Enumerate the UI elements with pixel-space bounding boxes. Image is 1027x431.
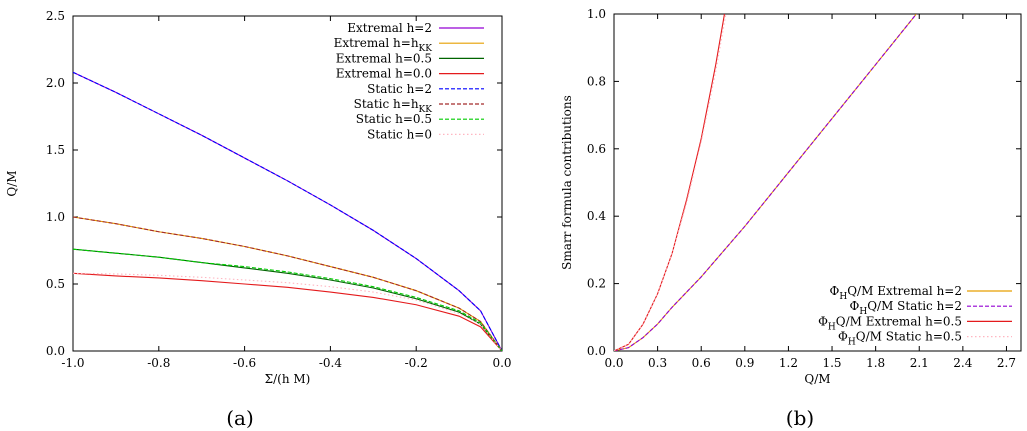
legend-label-0: ΦHQ/M Extremal h=2: [830, 284, 962, 302]
plot-frame: [72, 15, 503, 352]
legend-label-5: Static h=hKK: [354, 97, 433, 115]
y-tick-label: 2.0: [46, 76, 65, 90]
panel-a: -1.0 -0.8 -0.6 -0.4 -0.2 0.0 0.0 0.5 1.0 1.5 2.0 2.…: [5, 9, 512, 430]
legend-label-3: ΦHQ/M Static h=0.5: [838, 330, 962, 348]
series-line-7: [73, 272, 502, 351]
x-tick-label: -0.6: [233, 356, 256, 370]
x-tick-label: 0.9: [735, 356, 754, 370]
y-tick-label: 1.5: [46, 143, 65, 157]
x-tick-label: 0.6: [692, 356, 711, 370]
y-tick-label: 0.5: [46, 277, 65, 291]
y-tick-label: 0.6: [587, 142, 606, 156]
series-line-6: [73, 248, 502, 351]
x-tick-label: -0.8: [147, 356, 170, 370]
legend-label-0: Extremal h=2: [347, 21, 432, 35]
x-tick-label: 0.0: [492, 356, 511, 370]
series-line-3: [614, 14, 727, 351]
series-line-2: [73, 248, 502, 351]
legend-label-1: Extremal h=hKK: [334, 36, 433, 54]
x-tick-label: 2.4: [953, 356, 972, 370]
x-axis-label: Σ/(h M): [265, 372, 311, 386]
y-tick-label: 0.0: [587, 344, 606, 358]
x-axis-label: Q/M: [804, 372, 830, 386]
series-group: [73, 71, 502, 351]
y-tick-label: 1.0: [587, 7, 606, 21]
series-line-5: [73, 216, 502, 351]
panel-b: 0.0 0.3 0.6 0.9 1.2 1.5 1.8 2.1 2.4 2.7 0.0 0.2 0.4 0…: [560, 7, 1022, 430]
series-group: [614, 14, 917, 351]
series-line-3: [73, 272, 502, 351]
x-tick-label: -0.4: [319, 356, 343, 370]
x-tick-label: 0.3: [648, 356, 667, 370]
legend-label-3: Extremal h=0.0: [336, 67, 432, 81]
y-tick-label: 0.4: [587, 209, 606, 223]
y-tick-label: 2.5: [46, 9, 65, 23]
legend-label-7: Static h=0: [367, 127, 432, 141]
y-axis-label: Smarr formula contributions: [560, 95, 574, 270]
y-tick-label: 1.0: [46, 210, 65, 224]
legend-label-1: ΦHQ/M Static h=2: [850, 299, 963, 317]
x-tick-label: 1.2: [779, 356, 798, 370]
legend-label-2: ΦHQ/M Extremal h=0.5: [818, 314, 962, 332]
y-tick-label: 0.0: [46, 344, 65, 358]
y-tick-label: 0.2: [587, 277, 606, 291]
series-line-2: [614, 14, 726, 351]
legend-label-2: Extremal h=0.5: [336, 51, 432, 65]
x-tick-label: -1.0: [61, 356, 84, 370]
x-tick-label: 0.0: [604, 356, 623, 370]
x-tick-label: 1.5: [822, 356, 841, 370]
series-line-4: [73, 71, 502, 351]
panel-caption: (b): [786, 406, 814, 430]
legend-label-6: Static h=0.5: [356, 112, 432, 126]
x-tick-label: 1.8: [866, 356, 885, 370]
x-tick-label: 2.7: [997, 356, 1016, 370]
plot-frame: [613, 13, 1022, 352]
legend-label-4: Static h=2: [367, 82, 432, 96]
series-line-0: [73, 71, 502, 351]
y-axis-label: Q/M: [5, 170, 19, 196]
x-tick-label: 2.1: [910, 356, 929, 370]
series-line-1: [614, 14, 917, 351]
y-tick-label: 0.8: [587, 74, 606, 88]
x-tick-label: -0.2: [405, 356, 428, 370]
series-line-1: [73, 216, 502, 351]
panel-caption: (a): [226, 406, 254, 430]
